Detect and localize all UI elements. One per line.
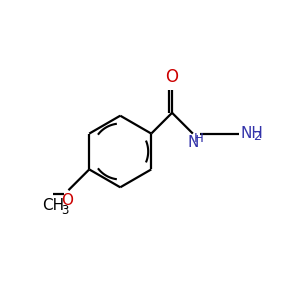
Text: O: O (61, 193, 73, 208)
Text: NH: NH (241, 126, 264, 141)
Text: O: O (166, 68, 178, 86)
Text: 2: 2 (253, 130, 261, 143)
Text: CH: CH (42, 198, 64, 213)
Text: N: N (187, 135, 199, 150)
Text: H: H (194, 132, 204, 146)
Text: 3: 3 (61, 204, 68, 217)
